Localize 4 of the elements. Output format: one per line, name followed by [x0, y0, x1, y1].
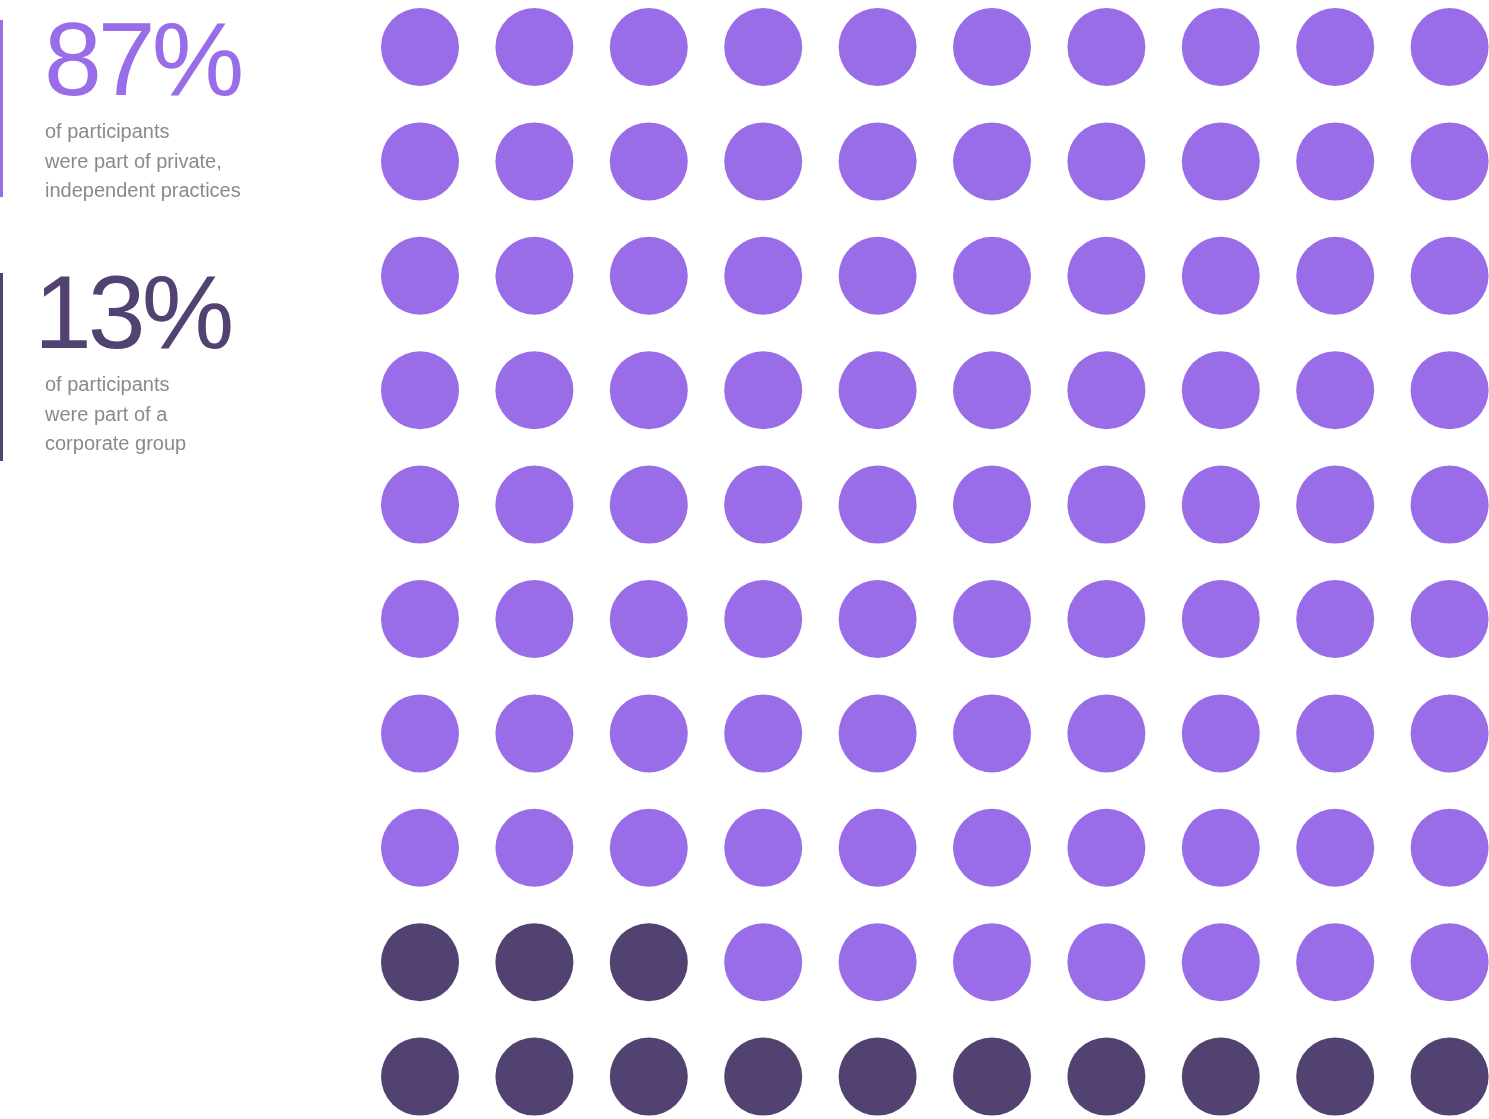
category-label: of participants were part of a corporate group	[44, 373, 187, 454]
data-label: 87%	[44, 1, 241, 117]
category-label: of participants were part of private, independent practices	[44, 120, 241, 201]
data-label: 13%	[34, 254, 231, 370]
